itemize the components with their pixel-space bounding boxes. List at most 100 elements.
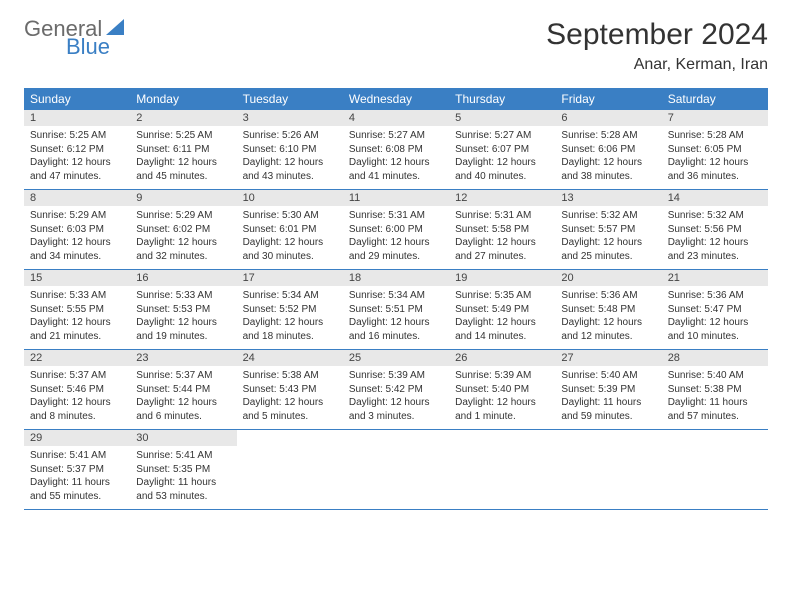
calendar-day-cell: 30Sunrise: 5:41 AMSunset: 5:35 PMDayligh… bbox=[130, 430, 236, 510]
day-number: 23 bbox=[130, 350, 236, 366]
day-number: 26 bbox=[449, 350, 555, 366]
day-details: Sunrise: 5:41 AMSunset: 5:37 PMDaylight:… bbox=[24, 446, 130, 509]
day-details: Sunrise: 5:33 AMSunset: 5:53 PMDaylight:… bbox=[130, 286, 236, 349]
day-details: Sunrise: 5:32 AMSunset: 5:57 PMDaylight:… bbox=[555, 206, 661, 269]
day-number: 5 bbox=[449, 110, 555, 126]
day-number: 20 bbox=[555, 270, 661, 286]
day-details: Sunrise: 5:36 AMSunset: 5:48 PMDaylight:… bbox=[555, 286, 661, 349]
day-number: 6 bbox=[555, 110, 661, 126]
day-details: Sunrise: 5:39 AMSunset: 5:42 PMDaylight:… bbox=[343, 366, 449, 429]
day-number: 19 bbox=[449, 270, 555, 286]
day-details: Sunrise: 5:40 AMSunset: 5:39 PMDaylight:… bbox=[555, 366, 661, 429]
calendar-day-cell: 21Sunrise: 5:36 AMSunset: 5:47 PMDayligh… bbox=[662, 270, 768, 350]
day-details: Sunrise: 5:35 AMSunset: 5:49 PMDaylight:… bbox=[449, 286, 555, 349]
day-details: Sunrise: 5:40 AMSunset: 5:38 PMDaylight:… bbox=[662, 366, 768, 429]
weekday-header: Tuesday bbox=[237, 88, 343, 110]
day-details: Sunrise: 5:27 AMSunset: 6:08 PMDaylight:… bbox=[343, 126, 449, 189]
calendar-empty-cell bbox=[555, 430, 661, 510]
day-number: 4 bbox=[343, 110, 449, 126]
day-details: Sunrise: 5:41 AMSunset: 5:35 PMDaylight:… bbox=[130, 446, 236, 509]
location-label: Anar, Kerman, Iran bbox=[546, 56, 768, 74]
calendar-empty-cell bbox=[343, 430, 449, 510]
calendar-day-cell: 29Sunrise: 5:41 AMSunset: 5:37 PMDayligh… bbox=[24, 430, 130, 510]
day-details: Sunrise: 5:37 AMSunset: 5:44 PMDaylight:… bbox=[130, 366, 236, 429]
day-details: Sunrise: 5:28 AMSunset: 6:06 PMDaylight:… bbox=[555, 126, 661, 189]
calendar-empty-cell bbox=[237, 430, 343, 510]
calendar-day-cell: 7Sunrise: 5:28 AMSunset: 6:05 PMDaylight… bbox=[662, 110, 768, 190]
weekday-header: Friday bbox=[555, 88, 661, 110]
weekday-header: Wednesday bbox=[343, 88, 449, 110]
day-number: 3 bbox=[237, 110, 343, 126]
day-number: 21 bbox=[662, 270, 768, 286]
day-details: Sunrise: 5:31 AMSunset: 6:00 PMDaylight:… bbox=[343, 206, 449, 269]
day-details: Sunrise: 5:26 AMSunset: 6:10 PMDaylight:… bbox=[237, 126, 343, 189]
calendar-week-row: 29Sunrise: 5:41 AMSunset: 5:37 PMDayligh… bbox=[24, 430, 768, 510]
day-number: 27 bbox=[555, 350, 661, 366]
day-number: 16 bbox=[130, 270, 236, 286]
calendar-day-cell: 26Sunrise: 5:39 AMSunset: 5:40 PMDayligh… bbox=[449, 350, 555, 430]
calendar-header-row: SundayMondayTuesdayWednesdayThursdayFrid… bbox=[24, 88, 768, 110]
day-number: 10 bbox=[237, 190, 343, 206]
calendar-week-row: 22Sunrise: 5:37 AMSunset: 5:46 PMDayligh… bbox=[24, 350, 768, 430]
day-details: Sunrise: 5:34 AMSunset: 5:52 PMDaylight:… bbox=[237, 286, 343, 349]
day-number: 18 bbox=[343, 270, 449, 286]
calendar-day-cell: 27Sunrise: 5:40 AMSunset: 5:39 PMDayligh… bbox=[555, 350, 661, 430]
weekday-header: Thursday bbox=[449, 88, 555, 110]
calendar-day-cell: 25Sunrise: 5:39 AMSunset: 5:42 PMDayligh… bbox=[343, 350, 449, 430]
calendar-table: SundayMondayTuesdayWednesdayThursdayFrid… bbox=[24, 88, 768, 510]
calendar-week-row: 1Sunrise: 5:25 AMSunset: 6:12 PMDaylight… bbox=[24, 110, 768, 190]
calendar-day-cell: 19Sunrise: 5:35 AMSunset: 5:49 PMDayligh… bbox=[449, 270, 555, 350]
day-details: Sunrise: 5:30 AMSunset: 6:01 PMDaylight:… bbox=[237, 206, 343, 269]
calendar-day-cell: 22Sunrise: 5:37 AMSunset: 5:46 PMDayligh… bbox=[24, 350, 130, 430]
logo: General Blue bbox=[24, 18, 124, 58]
calendar-day-cell: 8Sunrise: 5:29 AMSunset: 6:03 PMDaylight… bbox=[24, 190, 130, 270]
calendar-week-row: 15Sunrise: 5:33 AMSunset: 5:55 PMDayligh… bbox=[24, 270, 768, 350]
day-details: Sunrise: 5:32 AMSunset: 5:56 PMDaylight:… bbox=[662, 206, 768, 269]
weekday-header: Sunday bbox=[24, 88, 130, 110]
day-number: 14 bbox=[662, 190, 768, 206]
logo-sail-icon bbox=[106, 19, 124, 35]
calendar-day-cell: 3Sunrise: 5:26 AMSunset: 6:10 PMDaylight… bbox=[237, 110, 343, 190]
calendar-day-cell: 9Sunrise: 5:29 AMSunset: 6:02 PMDaylight… bbox=[130, 190, 236, 270]
calendar-day-cell: 20Sunrise: 5:36 AMSunset: 5:48 PMDayligh… bbox=[555, 270, 661, 350]
calendar-day-cell: 4Sunrise: 5:27 AMSunset: 6:08 PMDaylight… bbox=[343, 110, 449, 190]
calendar-day-cell: 12Sunrise: 5:31 AMSunset: 5:58 PMDayligh… bbox=[449, 190, 555, 270]
calendar-day-cell: 6Sunrise: 5:28 AMSunset: 6:06 PMDaylight… bbox=[555, 110, 661, 190]
calendar-day-cell: 24Sunrise: 5:38 AMSunset: 5:43 PMDayligh… bbox=[237, 350, 343, 430]
day-number: 1 bbox=[24, 110, 130, 126]
calendar-day-cell: 10Sunrise: 5:30 AMSunset: 6:01 PMDayligh… bbox=[237, 190, 343, 270]
day-number: 11 bbox=[343, 190, 449, 206]
title-block: September 2024 Anar, Kerman, Iran bbox=[546, 18, 768, 74]
day-details: Sunrise: 5:38 AMSunset: 5:43 PMDaylight:… bbox=[237, 366, 343, 429]
header: General Blue September 2024 Anar, Kerman… bbox=[24, 18, 768, 74]
calendar-empty-cell bbox=[662, 430, 768, 510]
day-number: 29 bbox=[24, 430, 130, 446]
day-number: 7 bbox=[662, 110, 768, 126]
calendar-day-cell: 13Sunrise: 5:32 AMSunset: 5:57 PMDayligh… bbox=[555, 190, 661, 270]
day-details: Sunrise: 5:25 AMSunset: 6:11 PMDaylight:… bbox=[130, 126, 236, 189]
calendar-week-row: 8Sunrise: 5:29 AMSunset: 6:03 PMDaylight… bbox=[24, 190, 768, 270]
calendar-day-cell: 1Sunrise: 5:25 AMSunset: 6:12 PMDaylight… bbox=[24, 110, 130, 190]
day-number: 30 bbox=[130, 430, 236, 446]
day-number: 12 bbox=[449, 190, 555, 206]
calendar-day-cell: 15Sunrise: 5:33 AMSunset: 5:55 PMDayligh… bbox=[24, 270, 130, 350]
day-details: Sunrise: 5:29 AMSunset: 6:03 PMDaylight:… bbox=[24, 206, 130, 269]
day-details: Sunrise: 5:39 AMSunset: 5:40 PMDaylight:… bbox=[449, 366, 555, 429]
calendar-day-cell: 23Sunrise: 5:37 AMSunset: 5:44 PMDayligh… bbox=[130, 350, 236, 430]
day-details: Sunrise: 5:28 AMSunset: 6:05 PMDaylight:… bbox=[662, 126, 768, 189]
day-details: Sunrise: 5:37 AMSunset: 5:46 PMDaylight:… bbox=[24, 366, 130, 429]
calendar-day-cell: 18Sunrise: 5:34 AMSunset: 5:51 PMDayligh… bbox=[343, 270, 449, 350]
day-details: Sunrise: 5:36 AMSunset: 5:47 PMDaylight:… bbox=[662, 286, 768, 349]
weekday-header: Monday bbox=[130, 88, 236, 110]
calendar-empty-cell bbox=[449, 430, 555, 510]
logo-text-blue: Blue bbox=[66, 36, 124, 58]
calendar-day-cell: 2Sunrise: 5:25 AMSunset: 6:11 PMDaylight… bbox=[130, 110, 236, 190]
day-details: Sunrise: 5:25 AMSunset: 6:12 PMDaylight:… bbox=[24, 126, 130, 189]
day-details: Sunrise: 5:29 AMSunset: 6:02 PMDaylight:… bbox=[130, 206, 236, 269]
calendar-day-cell: 5Sunrise: 5:27 AMSunset: 6:07 PMDaylight… bbox=[449, 110, 555, 190]
day-number: 15 bbox=[24, 270, 130, 286]
day-number: 13 bbox=[555, 190, 661, 206]
day-details: Sunrise: 5:34 AMSunset: 5:51 PMDaylight:… bbox=[343, 286, 449, 349]
calendar-day-cell: 28Sunrise: 5:40 AMSunset: 5:38 PMDayligh… bbox=[662, 350, 768, 430]
day-number: 28 bbox=[662, 350, 768, 366]
